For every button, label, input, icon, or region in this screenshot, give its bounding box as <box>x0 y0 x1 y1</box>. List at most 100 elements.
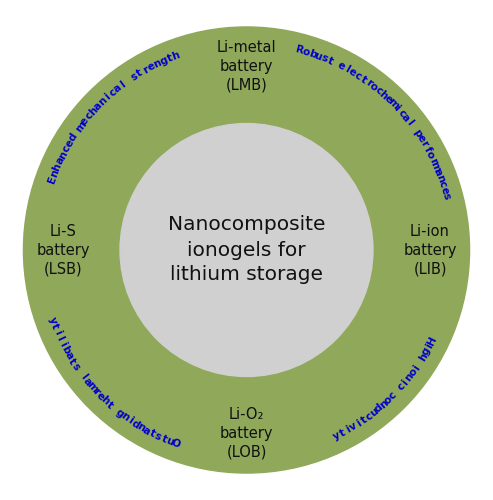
Text: t: t <box>67 356 78 366</box>
Text: t: t <box>148 428 157 440</box>
Text: n: n <box>135 422 147 434</box>
Text: r: r <box>427 156 438 165</box>
Text: e: e <box>347 66 358 79</box>
Text: h: h <box>417 351 429 362</box>
Text: a: a <box>81 376 94 388</box>
Text: i: i <box>126 416 135 426</box>
Text: g: g <box>158 54 169 67</box>
Text: c: c <box>83 110 95 122</box>
Text: o: o <box>301 46 311 58</box>
Text: p: p <box>411 128 423 139</box>
Text: d: d <box>130 418 141 430</box>
Text: t: t <box>105 400 115 410</box>
Text: o: o <box>424 150 436 160</box>
Text: f: f <box>422 145 432 154</box>
Text: e: e <box>414 133 426 144</box>
Text: l: l <box>55 334 65 342</box>
Text: a: a <box>54 156 66 166</box>
Text: Li-S
battery
(LSB): Li-S battery (LSB) <box>36 224 90 276</box>
Text: c: c <box>352 70 363 82</box>
Text: t: t <box>166 52 174 64</box>
Text: c: c <box>60 144 72 154</box>
Text: c: c <box>387 390 398 402</box>
Text: s: s <box>319 52 329 64</box>
Text: o: o <box>382 394 394 406</box>
Text: t: t <box>359 414 369 426</box>
Text: s: s <box>153 431 163 442</box>
Text: c: c <box>395 382 407 392</box>
Text: i: i <box>424 342 435 350</box>
Text: n: n <box>434 173 446 184</box>
Text: i: i <box>354 418 363 428</box>
Text: n: n <box>97 96 109 108</box>
Text: n: n <box>119 411 131 423</box>
Text: n: n <box>57 150 69 160</box>
Text: h: h <box>87 105 100 117</box>
Text: E: E <box>46 174 58 184</box>
Text: d: d <box>67 132 79 143</box>
Text: r: r <box>418 139 429 148</box>
Text: m: m <box>385 96 400 112</box>
Text: m: m <box>429 160 442 173</box>
Text: s: s <box>440 192 452 201</box>
Text: a: a <box>112 82 124 94</box>
Text: c: c <box>373 85 384 97</box>
Text: a: a <box>141 425 152 437</box>
Text: l: l <box>404 118 415 128</box>
Text: e: e <box>94 390 106 402</box>
Text: h: h <box>51 162 64 172</box>
Text: l: l <box>119 79 128 90</box>
Text: s: s <box>129 71 140 83</box>
Text: c: c <box>107 86 118 99</box>
Text: r: r <box>141 64 150 76</box>
Text: v: v <box>348 421 359 433</box>
Text: h: h <box>99 394 111 407</box>
Text: o: o <box>407 366 419 378</box>
Text: Nanocomposite
ionogels for
lithium storage: Nanocomposite ionogels for lithium stora… <box>168 216 325 284</box>
Text: t: t <box>160 434 168 445</box>
Text: i: i <box>344 424 352 435</box>
Text: i: i <box>52 329 63 336</box>
Text: l: l <box>78 372 88 382</box>
Text: c: c <box>363 410 375 422</box>
Text: g: g <box>114 407 126 420</box>
Text: l: l <box>343 64 351 74</box>
Text: c: c <box>395 108 407 119</box>
Text: Li-ion
battery
(LIB): Li-ion battery (LIB) <box>403 224 457 276</box>
Text: a: a <box>432 167 444 177</box>
Text: e: e <box>382 94 394 106</box>
Text: n: n <box>49 168 61 178</box>
Text: o: o <box>368 81 380 93</box>
Text: r: r <box>91 386 101 397</box>
Text: g: g <box>420 346 433 358</box>
Text: d: d <box>373 402 385 415</box>
Text: m: m <box>84 380 99 394</box>
Text: i: i <box>411 363 422 372</box>
Text: n: n <box>378 398 389 411</box>
Text: t: t <box>49 322 60 331</box>
Text: s: s <box>70 361 82 372</box>
Text: b: b <box>60 344 72 356</box>
Text: a: a <box>92 100 104 112</box>
Text: n: n <box>403 372 415 384</box>
Circle shape <box>120 124 373 376</box>
Text: R: R <box>295 44 305 56</box>
Text: i: i <box>103 92 112 102</box>
Text: r: r <box>363 78 374 89</box>
Text: b: b <box>307 48 317 60</box>
Text: u: u <box>313 50 323 62</box>
Text: n: n <box>152 58 163 70</box>
Text: u: u <box>165 436 175 448</box>
Text: e: e <box>146 60 157 72</box>
Text: t: t <box>135 68 144 78</box>
Text: t: t <box>358 74 368 85</box>
Text: h: h <box>171 50 181 62</box>
Text: e: e <box>336 60 347 72</box>
Text: a: a <box>63 350 75 361</box>
Text: m: m <box>73 120 88 134</box>
Text: h: h <box>377 89 389 102</box>
Text: y: y <box>332 430 342 442</box>
Text: a: a <box>399 112 412 124</box>
Text: e: e <box>439 186 450 196</box>
Text: O: O <box>170 438 181 450</box>
